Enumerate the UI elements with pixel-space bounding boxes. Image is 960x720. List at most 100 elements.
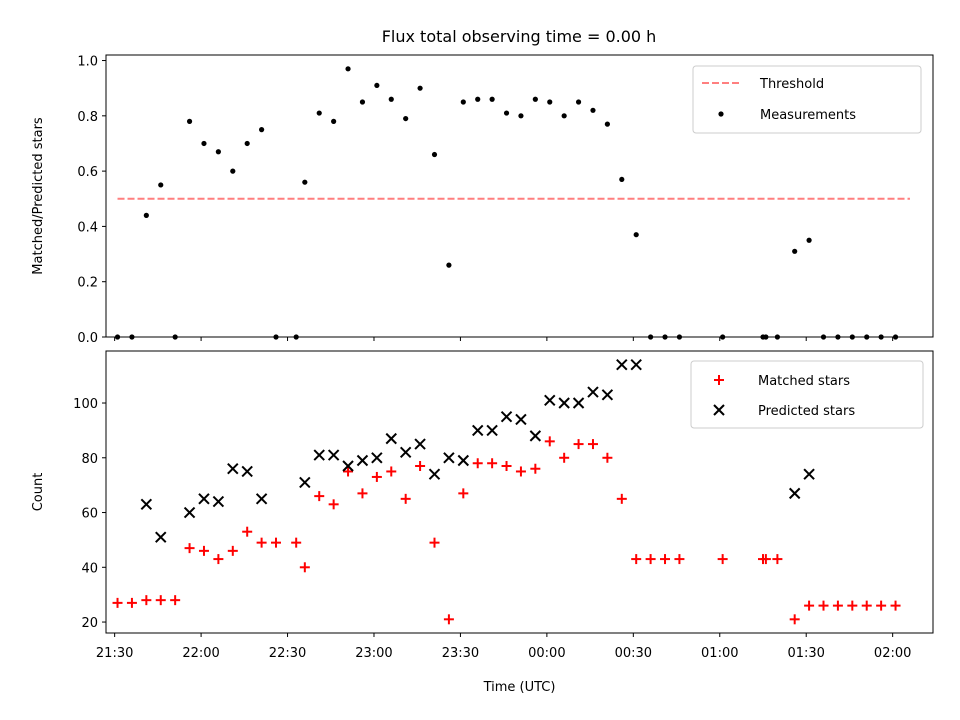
matched-point	[861, 600, 872, 611]
cross-bar	[198, 493, 210, 505]
cross-bar	[414, 438, 426, 450]
matched-point	[847, 600, 858, 611]
measurement-point	[359, 99, 366, 105]
matched-point	[631, 554, 642, 565]
matched-point	[400, 493, 411, 504]
matched-point	[443, 614, 454, 625]
legend-measurements-label: Measurements	[760, 108, 856, 123]
predicted-point	[212, 495, 225, 508]
y-tick-label: 0.4	[77, 220, 98, 235]
cross-bar	[227, 463, 239, 475]
matched-point	[660, 554, 671, 565]
legend-threshold-label: Threshold	[759, 77, 824, 92]
x-tick-label: 23:30	[442, 646, 479, 661]
predicted-point	[140, 498, 153, 511]
predicted-point	[155, 531, 167, 543]
cross-bar	[183, 506, 196, 519]
x-tick-label: 22:00	[182, 646, 219, 661]
matched-point	[559, 452, 570, 463]
matched-point	[242, 526, 253, 537]
cross-bar	[472, 424, 484, 437]
matched-point	[429, 537, 440, 548]
x-tick-label: 00:00	[528, 646, 565, 661]
measurement-point	[849, 334, 855, 340]
x-tick-label: 22:30	[269, 646, 306, 661]
measurement-point	[186, 118, 193, 124]
y-axis-label: Count	[31, 473, 46, 512]
y-tick-label: 20	[81, 616, 98, 631]
cross-bar	[428, 468, 441, 480]
cross-bar	[356, 454, 369, 467]
measurement-point	[316, 110, 322, 116]
matched-point	[717, 554, 728, 565]
measurement-point	[446, 262, 452, 268]
plot-frame	[105, 54, 934, 338]
matched-point	[645, 554, 656, 565]
predicted-point	[803, 468, 815, 480]
predicted-point	[587, 386, 599, 398]
measurement-point	[293, 334, 299, 340]
cross-bar	[486, 424, 498, 437]
predicted-point	[457, 454, 470, 467]
predicted-point	[227, 463, 239, 475]
cross-bar	[788, 487, 801, 500]
measurement-point	[864, 334, 870, 340]
legend-box	[692, 65, 922, 134]
cross-bar	[140, 498, 153, 511]
ratio-panel: 0.0 0.2 0.4 0.6 0.8 1.0 Matched/Predicted star…	[31, 54, 934, 346]
x-tick-label: 01:00	[701, 646, 738, 661]
measurement-point	[835, 334, 841, 340]
predicted-point	[255, 493, 268, 505]
cross-bar	[713, 404, 725, 416]
cross-bar	[616, 358, 628, 371]
cross-bar	[803, 468, 815, 480]
measurement-point	[503, 110, 510, 116]
measurement-point	[302, 179, 308, 185]
predicted-point	[515, 413, 527, 426]
cross-bar	[299, 476, 311, 489]
predicted-point	[198, 493, 210, 505]
matched-point	[386, 466, 397, 477]
x-tick-label: 00:30	[615, 646, 652, 661]
measurement-point	[532, 96, 538, 102]
cross-bar	[241, 465, 253, 478]
measurement-point	[604, 121, 610, 127]
predicted-point	[616, 358, 628, 371]
matched-point	[227, 545, 238, 556]
y-tick-label: 0.6	[77, 165, 98, 180]
matched-point	[271, 537, 282, 548]
matched-point	[343, 466, 354, 477]
measurement-point	[129, 334, 135, 340]
legend-predicted-swatch	[713, 404, 725, 416]
measurement-point	[878, 334, 884, 340]
measurement-point	[792, 248, 798, 254]
cross-bar	[255, 493, 268, 505]
cross-bar	[399, 446, 412, 459]
matched-point	[876, 600, 887, 611]
predicted-point	[342, 460, 354, 472]
matched-point	[170, 595, 181, 606]
matched-point	[530, 463, 541, 474]
plot-frame	[105, 350, 934, 634]
measurement-point	[892, 334, 899, 340]
cross-bar	[601, 389, 614, 401]
predicted-point	[630, 358, 642, 371]
y-tick-label: 0.8	[77, 110, 98, 125]
measurement-point	[201, 140, 207, 147]
y-tick-label: 80	[81, 452, 98, 467]
matched-point	[415, 460, 426, 471]
measurement-point	[114, 334, 121, 340]
y-tick-label: 0.2	[77, 276, 98, 291]
predicted-point	[385, 432, 397, 445]
cross-bar	[558, 397, 570, 409]
matched-point	[126, 597, 137, 608]
cross-bar	[342, 460, 354, 472]
matched-point	[760, 554, 771, 565]
legend-matched-swatch	[714, 375, 724, 385]
measurement-point	[763, 334, 769, 340]
matched-point	[184, 543, 195, 554]
measurement-point	[388, 96, 394, 102]
cross-bar	[443, 452, 455, 464]
predicted-point	[529, 430, 542, 442]
cross-bar	[544, 394, 556, 406]
